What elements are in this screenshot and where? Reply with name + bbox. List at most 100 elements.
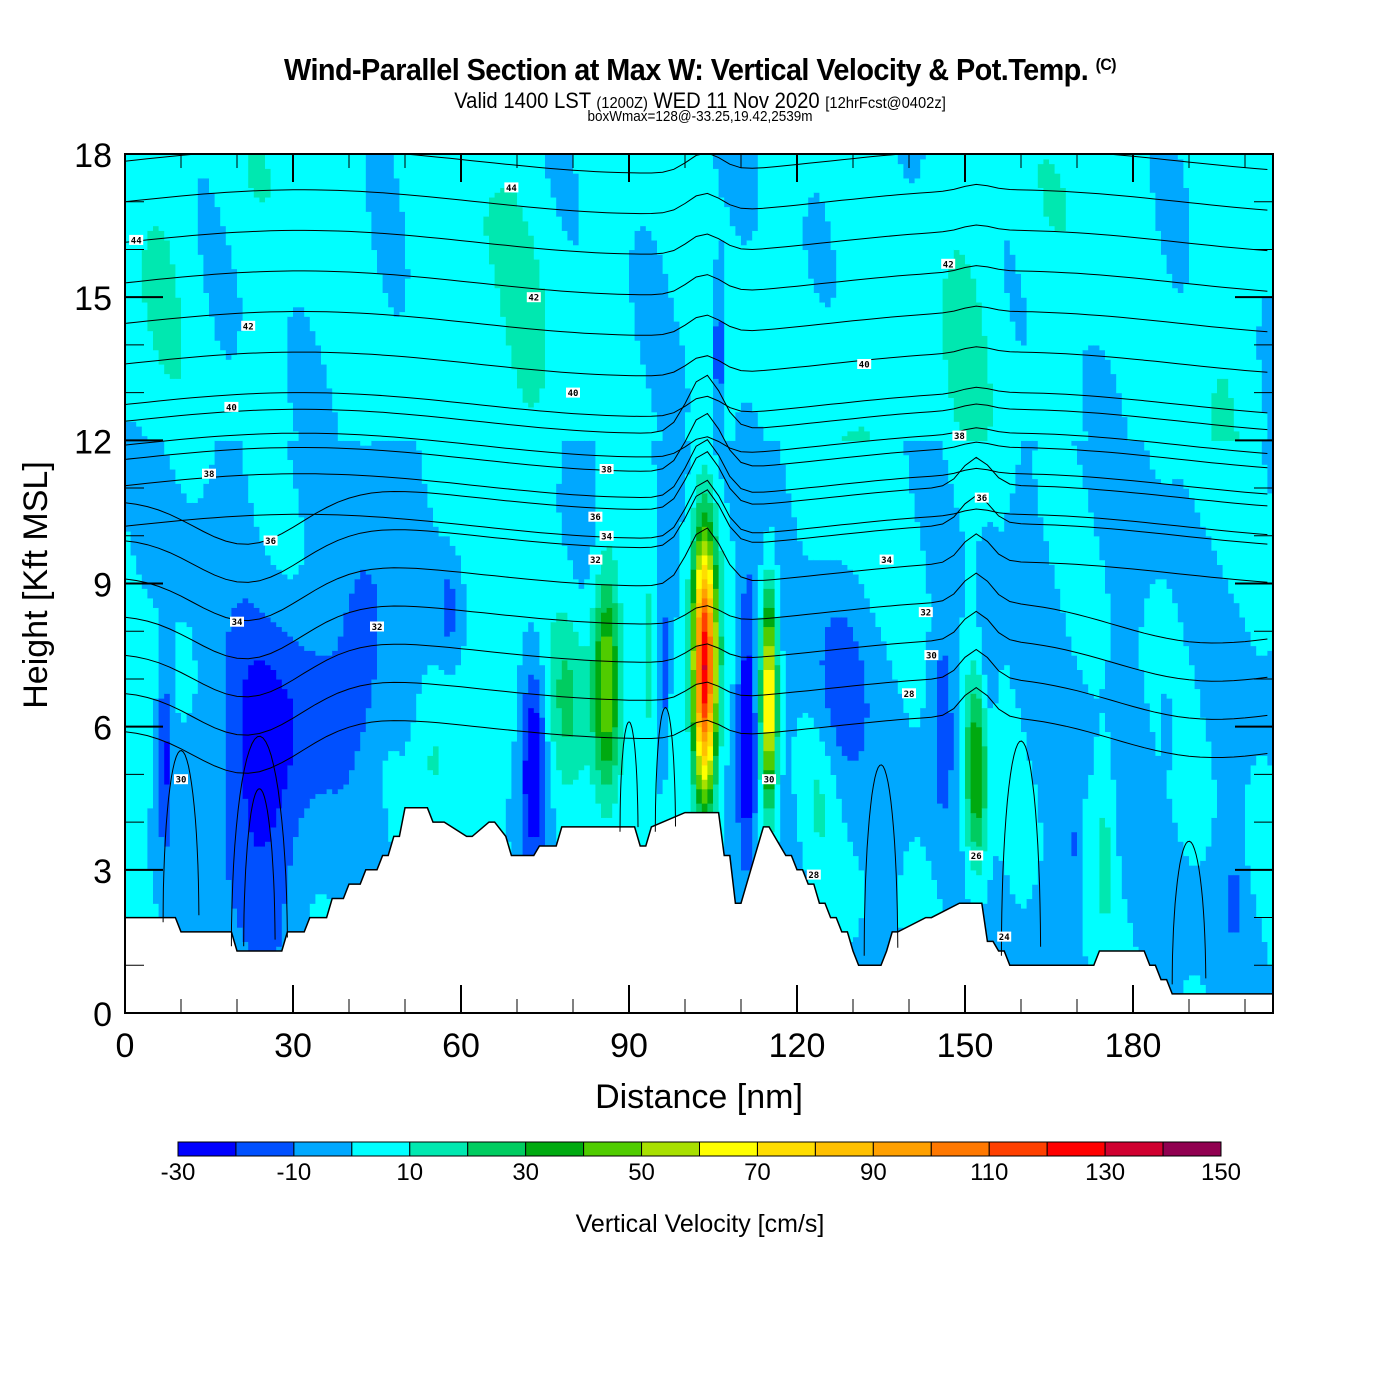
velocity-cell — [780, 650, 787, 775]
contour-label-background — [806, 869, 821, 880]
velocity-cell — [718, 196, 725, 241]
velocity-cell — [326, 387, 333, 656]
velocity-cell — [589, 659, 596, 733]
velocity-cell — [713, 621, 720, 704]
velocity-cell — [343, 154, 350, 441]
velocity-cell — [651, 440, 658, 465]
velocity-cell — [522, 631, 529, 694]
colorbar-swatch — [467, 1141, 527, 1157]
velocity-cell — [181, 154, 188, 494]
velocity-cell — [836, 559, 843, 618]
velocity-cell — [696, 540, 703, 556]
velocity-cell — [864, 717, 871, 1013]
velocity-cell — [825, 154, 832, 222]
velocity-cell — [153, 607, 160, 699]
theta-contour-line — [619, 721, 639, 832]
velocity-cell — [690, 507, 697, 542]
velocity-cell — [1245, 865, 1252, 1013]
velocity-cell — [1177, 158, 1184, 293]
velocity-cell — [976, 540, 983, 628]
velocity-cell — [595, 736, 602, 771]
velocity-cell — [1256, 325, 1263, 360]
theta-contour-line — [125, 479, 1268, 539]
velocity-cell — [701, 588, 708, 599]
velocity-cell — [449, 545, 456, 589]
velocity-cell — [259, 659, 266, 847]
velocity-cell — [573, 154, 580, 174]
velocity-cell — [970, 721, 977, 814]
velocity-cell — [825, 559, 832, 628]
velocity-cell — [1166, 273, 1173, 484]
velocity-cell — [858, 659, 865, 752]
contour-label: 44 — [504, 182, 519, 194]
velocity-cell — [1110, 779, 1117, 1013]
valid-time: Valid 1400 LST — [454, 88, 591, 113]
velocity-cell — [729, 440, 736, 542]
velocity-cell — [819, 664, 826, 742]
contour-label-text: 28 — [808, 871, 819, 881]
velocity-cell — [309, 154, 316, 332]
velocity-cell — [489, 196, 496, 265]
velocity-cell — [511, 154, 518, 193]
velocity-cell — [416, 154, 423, 451]
velocity-cell — [209, 154, 216, 193]
velocity-cell — [948, 154, 955, 260]
velocity-cell — [819, 659, 826, 666]
velocity-cell — [752, 230, 759, 413]
velocity-cell — [399, 311, 406, 441]
velocity-cell — [701, 540, 708, 556]
contour-label-background — [566, 387, 580, 398]
velocity-cell — [298, 817, 305, 1013]
velocity-cell — [405, 278, 412, 441]
velocity-cell — [981, 440, 988, 527]
x-tick-label: 60 — [442, 1027, 480, 1065]
velocity-cell — [293, 836, 300, 1013]
velocity-cell — [707, 583, 714, 599]
velocity-cell — [1200, 526, 1207, 718]
velocity-cell — [701, 788, 708, 804]
velocity-cell — [1105, 359, 1112, 594]
velocity-cell — [449, 154, 456, 546]
velocity-cell — [276, 154, 283, 570]
velocity-cell — [601, 612, 608, 637]
velocity-cell — [1144, 597, 1151, 704]
velocity-cell — [701, 511, 708, 527]
velocity-cell — [864, 440, 871, 599]
velocity-cell — [830, 616, 837, 728]
velocity-cell — [858, 750, 865, 871]
velocity-cell — [298, 516, 305, 566]
velocity-cell — [505, 798, 512, 842]
velocity-cell — [741, 659, 748, 818]
velocity-cell — [757, 154, 764, 427]
velocity-cell — [287, 402, 294, 441]
contour-label-background — [599, 530, 614, 541]
velocity-cell — [864, 430, 871, 441]
velocity-cell — [802, 154, 809, 217]
velocity-cell — [976, 845, 983, 876]
velocity-cell — [1127, 440, 1134, 923]
velocity-cell — [858, 440, 865, 585]
velocity-cell — [696, 569, 703, 589]
velocity-cell — [237, 330, 244, 441]
contour-label-text: 40 — [568, 389, 579, 399]
velocity-cell — [578, 645, 585, 771]
theta-contour-line — [125, 686, 1268, 774]
velocity-cell — [349, 440, 356, 594]
velocity-cell — [573, 440, 580, 580]
velocity-cell — [209, 192, 216, 317]
velocity-cell — [573, 779, 580, 861]
velocity-cell — [769, 626, 776, 647]
velocity-cell — [685, 154, 692, 389]
velocity-cell — [522, 793, 529, 861]
velocity-cell — [265, 196, 272, 556]
velocity-cell — [377, 273, 384, 441]
velocity-cell — [1211, 154, 1218, 394]
velocity-cell — [1250, 893, 1257, 1013]
velocity-cell — [959, 616, 966, 852]
velocity-cell — [1093, 344, 1100, 537]
velocity-cell — [769, 731, 776, 752]
velocity-cell — [903, 440, 910, 456]
velocity-cell — [987, 383, 994, 427]
velocity-cell — [1233, 931, 1240, 1013]
